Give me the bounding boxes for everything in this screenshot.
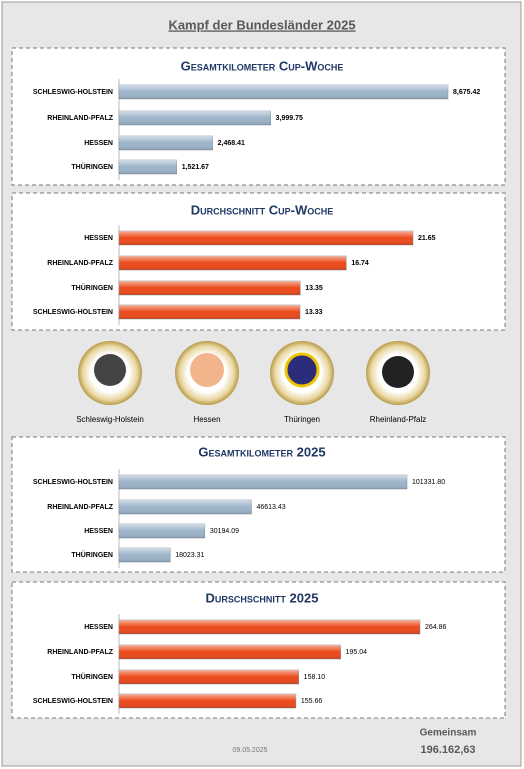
value-label: 30194.09 [210, 528, 239, 535]
chart-panel [11, 436, 506, 573]
bar-shine [119, 231, 413, 245]
category-label: THÜRINGEN [71, 162, 113, 171]
bar-shine [119, 694, 296, 708]
value-label: 18023.31 [175, 552, 204, 559]
bar-shine [119, 256, 347, 270]
value-label: 13.35 [305, 285, 323, 292]
logo-emblem [284, 352, 320, 388]
value-label: 8,675.42 [453, 89, 480, 96]
category-label: SCHLESWIG-HOLSTEIN [33, 479, 113, 486]
bar-shine [119, 305, 301, 319]
bar-shine [119, 475, 407, 489]
bar-shine [119, 160, 177, 174]
total: 196.162,63 [420, 744, 475, 756]
page-title: Kampf der Bundesländer 2025 [168, 17, 355, 32]
value-label: 3,999.75 [276, 115, 303, 122]
logo-label: Schleswig-Holstein [76, 415, 144, 424]
value-label: 16.74 [351, 260, 369, 267]
category-label: THÜRINGEN [71, 283, 113, 292]
logo-label: Thüringen [284, 415, 320, 424]
logo-emblem [94, 354, 126, 386]
logo-label: Hessen [193, 415, 220, 424]
value-label: 13.33 [305, 309, 323, 316]
value-label: 158.10 [304, 674, 326, 681]
category-label: HESSEN [84, 235, 113, 242]
value-label: 2,468.41 [218, 140, 245, 147]
chart-title: Gesamtkilometer Cup-Woche [181, 58, 344, 73]
category-label: RHEINLAND-PFALZ [47, 504, 113, 511]
bar-shine [119, 645, 341, 659]
value-label: 101331.80 [412, 479, 445, 486]
logo-emblem [382, 356, 414, 388]
chart-title: Durschschnitt 2025 [206, 590, 319, 605]
value-label: 195.04 [346, 649, 368, 656]
category-label: SCHLESWIG-HOLSTEIN [33, 698, 113, 705]
logo-row [78, 341, 430, 405]
category-label: RHEINLAND-PFALZ [47, 649, 113, 656]
category-label: SCHLESWIG-HOLSTEIN [33, 309, 113, 316]
value-label: 21.65 [418, 235, 436, 242]
category-label: HESSEN [84, 624, 113, 631]
bar-shine [119, 524, 205, 538]
bar-shine [119, 85, 448, 99]
bar-shine [119, 548, 171, 562]
bar-shine [119, 620, 420, 634]
value-label: 155.66 [301, 698, 323, 705]
value-label: 1,521.67 [182, 164, 209, 171]
category-label: THÜRINGEN [71, 672, 113, 681]
total-label: Gemeinsam [420, 728, 477, 739]
chart-title: Gesamtkilometer 2025 [198, 444, 325, 459]
value-label: 264.86 [425, 624, 447, 631]
bar-shine [119, 111, 271, 125]
bar-shine [119, 281, 301, 295]
date: 09.05.2025 [232, 747, 267, 754]
category-label: RHEINLAND-PFALZ [47, 115, 113, 122]
category-label: HESSEN [84, 140, 113, 147]
chart-title: Durchschnitt Cup-Woche [191, 202, 334, 217]
category-label: THÜRINGEN [71, 550, 113, 559]
category-label: HESSEN [84, 528, 113, 535]
value-label: 46613.43 [256, 504, 285, 511]
logo-emblem [190, 353, 224, 387]
category-label: RHEINLAND-PFALZ [47, 260, 113, 267]
bar-shine [119, 500, 252, 514]
category-label: SCHLESWIG-HOLSTEIN [33, 89, 113, 96]
bar-shine [119, 136, 213, 150]
bar-shine [119, 670, 299, 684]
logo-label: Rheinland-Pfalz [370, 415, 426, 424]
